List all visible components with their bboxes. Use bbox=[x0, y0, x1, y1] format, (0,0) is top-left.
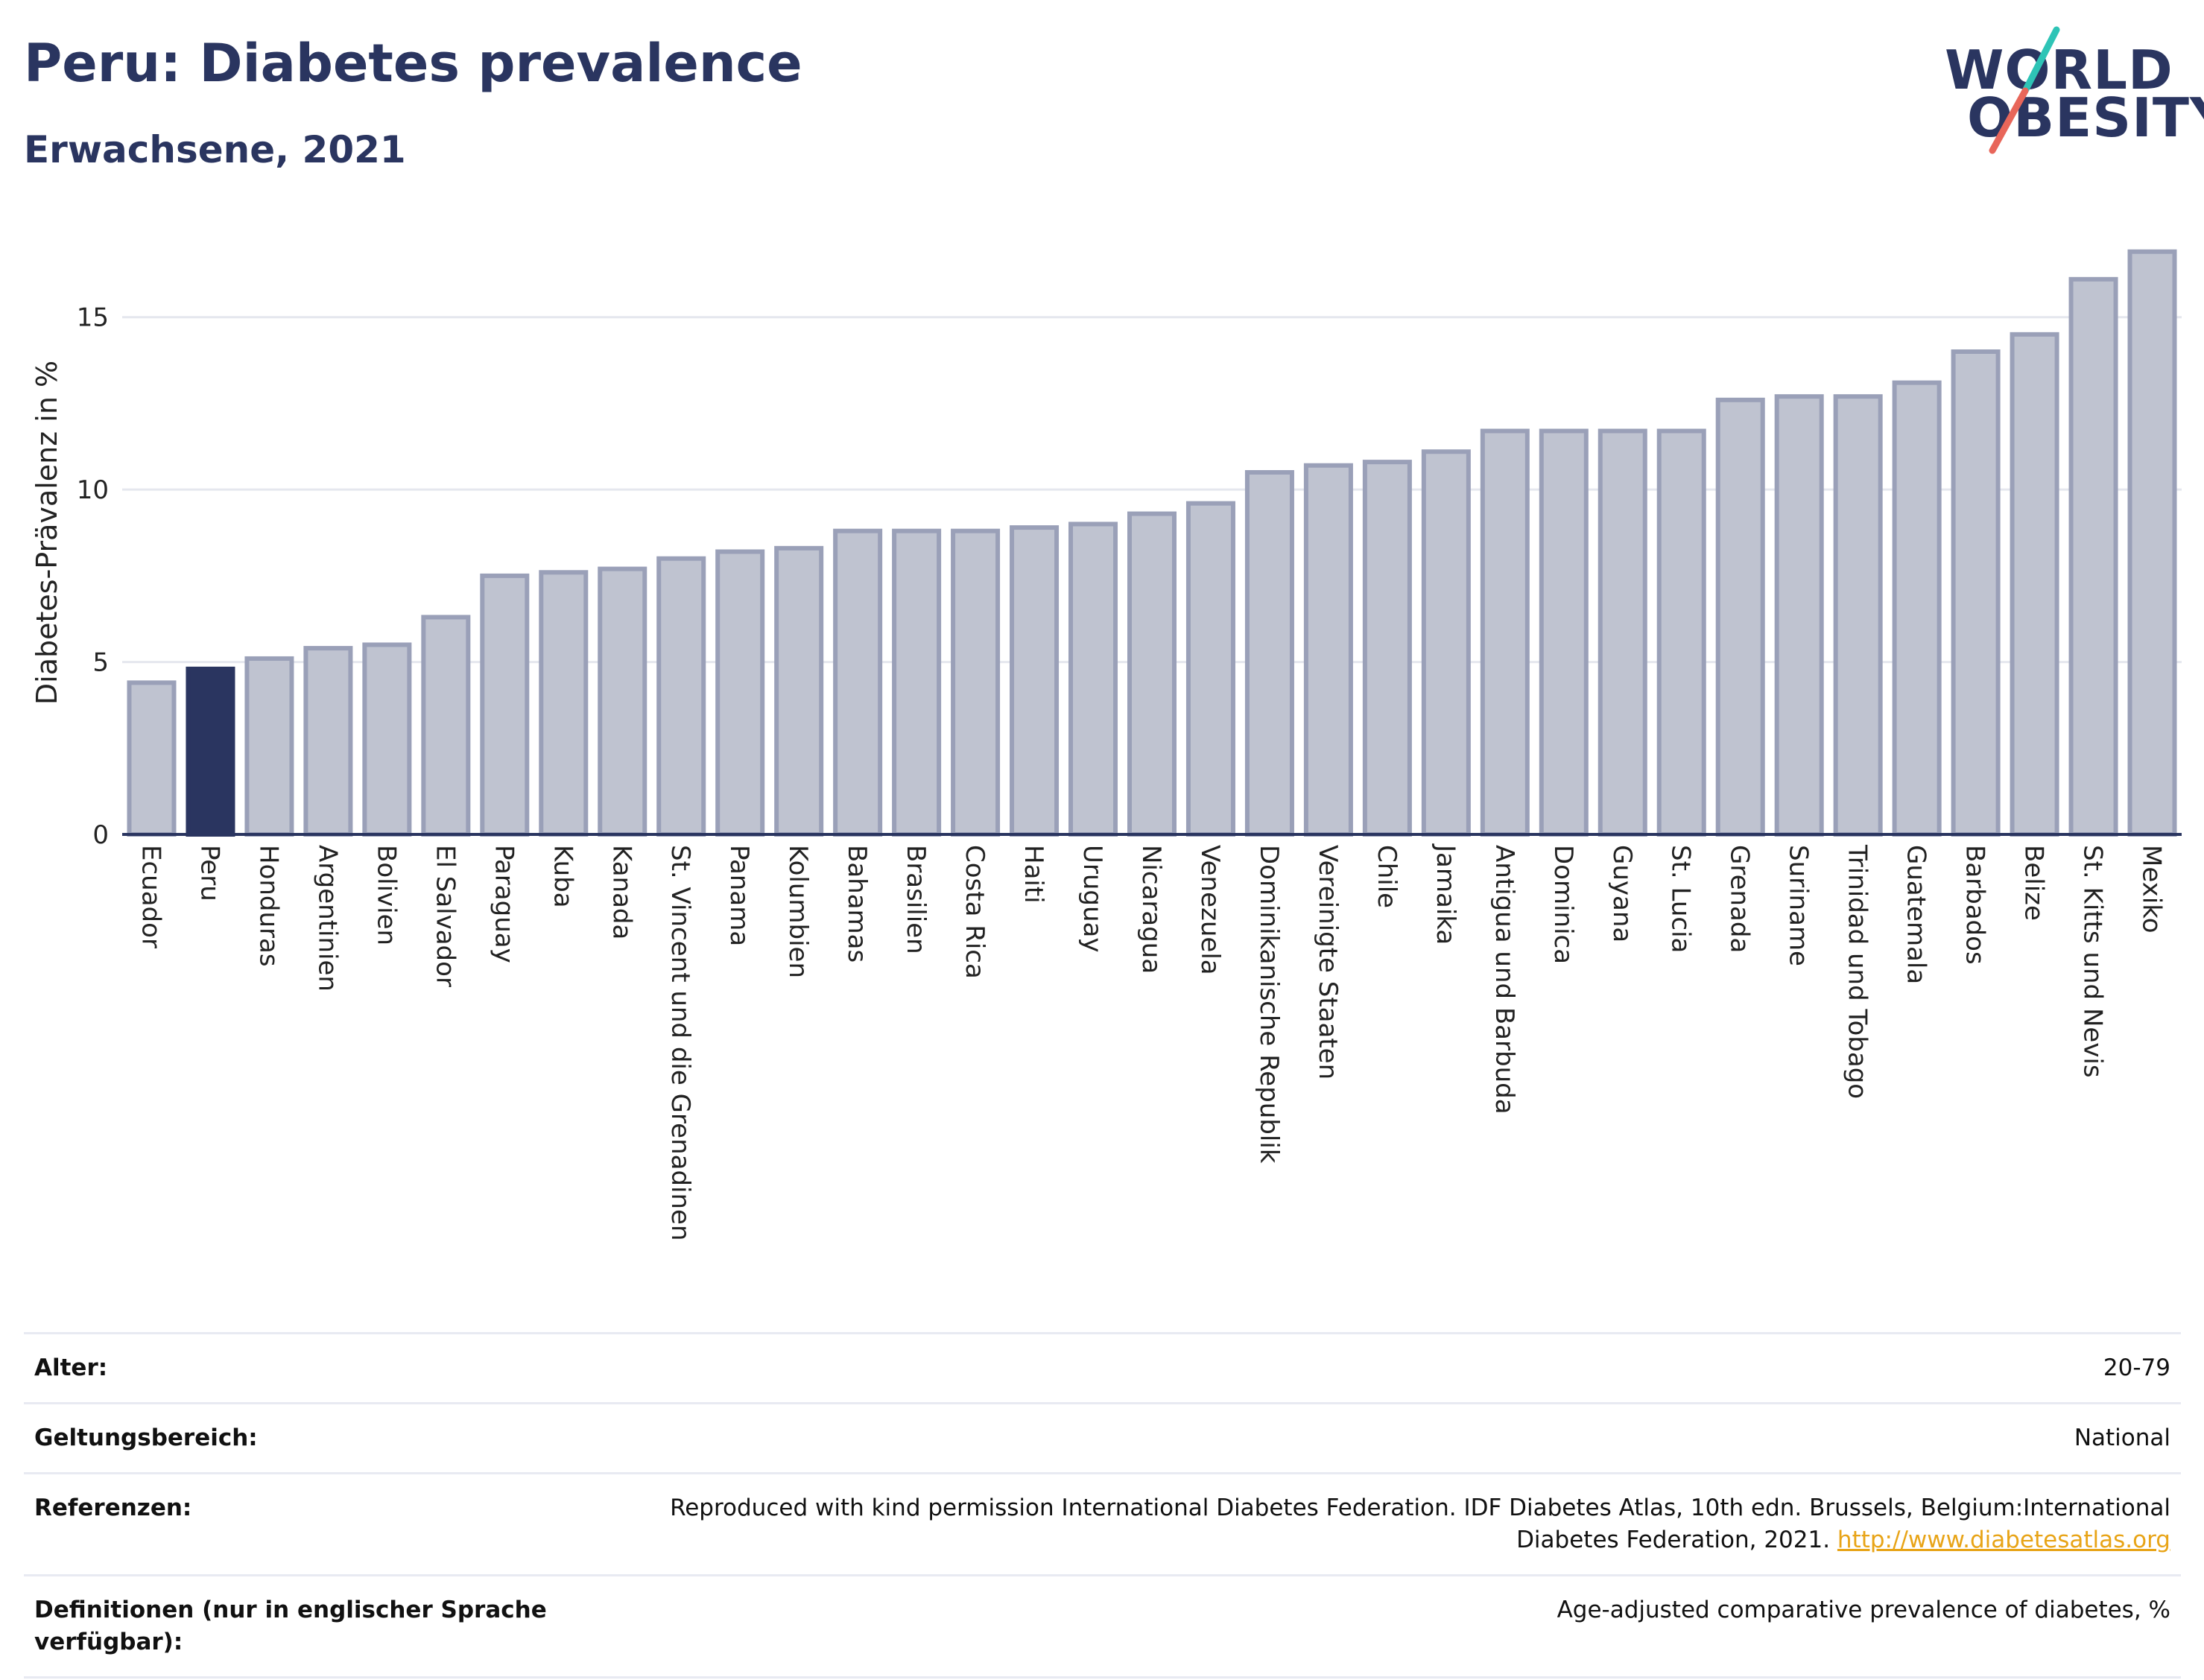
bar-st-lucia bbox=[1656, 428, 1706, 837]
reference-link[interactable]: http://www.diabetesatlas.org bbox=[1837, 1527, 2170, 1553]
x-tick-label: Guyana bbox=[1607, 845, 1637, 942]
bar-st-vincent-und-die-grenadinen bbox=[656, 556, 706, 837]
bar-dominica bbox=[1539, 428, 1589, 837]
bar-trinidad-und-tobago bbox=[1833, 394, 1883, 837]
x-tick-label: Trinidad und Tobago bbox=[1843, 844, 1872, 1099]
bar-st-kitts-und-nevis bbox=[2068, 276, 2118, 837]
bar-grenada bbox=[1715, 397, 1765, 837]
x-tick-label: Barbados bbox=[1960, 845, 1990, 965]
x-tick-label: Kuba bbox=[548, 845, 577, 908]
y-tick-label: 5 bbox=[92, 648, 109, 678]
bar-bolivien bbox=[362, 642, 412, 837]
bar-honduras bbox=[244, 656, 294, 837]
bar-argentinien bbox=[303, 646, 353, 837]
x-tick-label: St. Kitts und Nevis bbox=[2078, 845, 2108, 1078]
x-tick-label: Venezuela bbox=[1195, 845, 1225, 975]
bar-chart: 0 5 10 15 Diabetes-Prävalenz in % Ecuador Peru… bbox=[31, 249, 2182, 1241]
y-tick-label: 15 bbox=[77, 303, 109, 333]
bar-antigua-und-barbuda bbox=[1480, 428, 1530, 837]
world-obesity-logo[interactable]: WORLD OBESITY bbox=[1945, 22, 2204, 156]
bar-el-salvador bbox=[421, 615, 471, 837]
bar-kolumbien bbox=[774, 545, 824, 837]
bar-uruguay bbox=[1068, 522, 1118, 837]
info-row-definitions: Definitionen (nur in englischer Sprache … bbox=[24, 1576, 2181, 1679]
bar-kuba bbox=[539, 570, 589, 837]
x-tick-label: St. Lucia bbox=[1666, 845, 1696, 953]
x-tick-label: Jamaika bbox=[1431, 843, 1460, 945]
bar-costa-rica bbox=[951, 528, 1001, 837]
x-tick-label: Honduras bbox=[253, 845, 283, 967]
bar-kanada bbox=[598, 566, 647, 837]
bar-guatemala bbox=[1892, 380, 1942, 837]
x-tick-label: Mexiko bbox=[2137, 845, 2167, 933]
bar-ecuador bbox=[127, 680, 177, 837]
info-value-references: Reproduced with kind permission Internat… bbox=[571, 1492, 2170, 1556]
chart-subtitle: Erwachsene, 2021 bbox=[24, 128, 406, 171]
x-tick-label: Belize bbox=[2019, 845, 2049, 921]
bar-guyana bbox=[1597, 428, 1647, 837]
bar-vereinigte-staaten bbox=[1303, 463, 1353, 837]
x-tick-label: Uruguay bbox=[1077, 845, 1107, 953]
x-tick-label: Grenada bbox=[1725, 845, 1755, 953]
chart-title: Peru: Diabetes prevalence bbox=[24, 33, 802, 94]
x-tick-label: Vereinigte Staaten bbox=[1313, 845, 1343, 1080]
bar-haiti bbox=[1010, 525, 1060, 837]
logo-text-obesity: OBESITY bbox=[1967, 86, 2204, 149]
bar-barbados bbox=[1951, 349, 2001, 837]
x-tick-label: Dominikanische Republik bbox=[1254, 845, 1284, 1164]
info-row-references: Referenzen: Reproduced with kind permiss… bbox=[24, 1474, 2181, 1576]
x-tick-label: Panama bbox=[724, 845, 754, 946]
bar-paraguay bbox=[480, 573, 530, 837]
info-value: 20-79 bbox=[2103, 1354, 2170, 1381]
bar-venezuela bbox=[1185, 501, 1235, 837]
bar-belize bbox=[2010, 332, 2059, 837]
bar-dominikanische-republik bbox=[1244, 470, 1294, 837]
x-tick-label: Ecuador bbox=[136, 845, 165, 948]
bar-bahamas bbox=[833, 528, 883, 837]
logo-slash-icon bbox=[1989, 26, 2060, 154]
y-tick-label: 10 bbox=[77, 475, 109, 505]
x-tick-label: Suriname bbox=[1784, 845, 1814, 966]
x-tick-label: Peru bbox=[194, 845, 224, 901]
bar-brasilien bbox=[892, 528, 942, 837]
x-tick-label: Bolivien bbox=[371, 845, 401, 945]
info-table: Alter: 20-79 Geltungsbereich: National R… bbox=[24, 1332, 2181, 1679]
x-tick-label: Kolumbien bbox=[783, 845, 813, 978]
x-tick-label: Bahamas bbox=[842, 845, 872, 963]
info-row-scope: Geltungsbereich: National bbox=[24, 1404, 2181, 1474]
info-label: Definitionen (nur in englischer Sprache … bbox=[34, 1597, 547, 1655]
info-value: National bbox=[2074, 1424, 2170, 1451]
x-tick-label: Brasilien bbox=[901, 845, 931, 954]
info-value: Age-adjusted comparative prevalence of d… bbox=[1557, 1597, 2170, 1623]
info-label: Alter: bbox=[34, 1354, 108, 1381]
y-tick-label: 0 bbox=[92, 820, 109, 850]
bar-nicaragua bbox=[1127, 511, 1177, 837]
bar-jamaika bbox=[1421, 449, 1471, 837]
bar-mexiko bbox=[2127, 249, 2177, 837]
bar-suriname bbox=[1774, 394, 1824, 837]
x-tick-label: Kanada bbox=[607, 845, 636, 939]
x-tick-label: Haiti bbox=[1019, 845, 1048, 904]
x-tick-label: Argentinien bbox=[312, 845, 342, 992]
x-tick-label: St. Vincent und die Grenadinen bbox=[665, 845, 695, 1241]
x-tick-label: El Salvador bbox=[430, 845, 460, 987]
bar-panama bbox=[715, 549, 765, 837]
x-tick-label: Chile bbox=[1372, 845, 1402, 908]
x-tick-label: Nicaragua bbox=[1136, 845, 1166, 974]
logo-text-world: WORLD bbox=[1945, 39, 2173, 101]
info-label: Referenzen: bbox=[34, 1494, 192, 1521]
x-tick-label: Costa Rica bbox=[960, 845, 989, 979]
info-row-age: Alter: 20-79 bbox=[24, 1334, 2181, 1404]
x-tick-label: Dominica bbox=[1548, 845, 1578, 964]
reference-text: Reproduced with kind permission Internat… bbox=[670, 1494, 2170, 1553]
bar-chile bbox=[1362, 460, 1412, 837]
info-label: Geltungsbereich: bbox=[34, 1424, 258, 1451]
bar-peru bbox=[186, 666, 235, 837]
x-tick-label: Guatemala bbox=[1901, 845, 1931, 984]
x-tick-label: Antigua und Barbuda bbox=[1489, 845, 1519, 1115]
y-axis-label: Diabetes-Prävalenz in % bbox=[31, 361, 63, 705]
x-tick-label: Paraguay bbox=[489, 845, 519, 963]
